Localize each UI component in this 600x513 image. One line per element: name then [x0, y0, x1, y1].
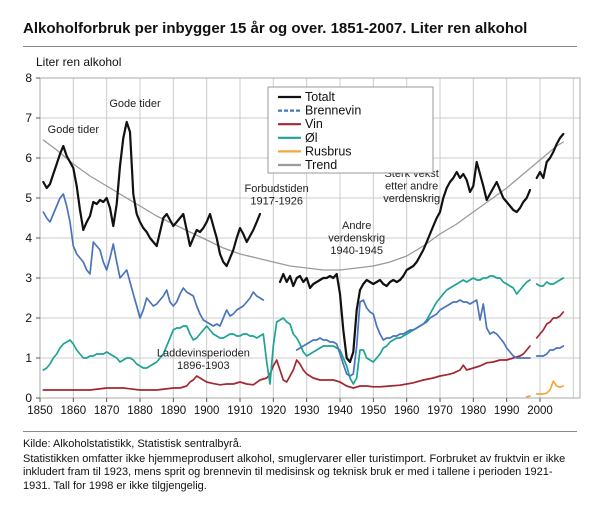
y-tick-label: 3 [25, 271, 32, 285]
series-line-trend [42, 139, 564, 271]
x-tick-label: 1960 [394, 405, 420, 417]
legend-label-trend: Trend [305, 158, 337, 172]
chart-annotation: etter andre [385, 181, 438, 193]
footnote: Statistikken omfatter ikke hjemmeproduse… [23, 452, 566, 492]
series-line-øl [42, 275, 565, 385]
y-tick-label: 0 [25, 391, 32, 405]
chart-footer: Kilde: Alkoholstatistikk, Statistisk sen… [23, 431, 577, 493]
legend-box [267, 86, 434, 174]
chart-annotation: Gode tider [109, 98, 161, 110]
x-tick-label: 1910 [227, 405, 253, 417]
x-tick-label: 2000 [527, 405, 553, 417]
chart-annotation: verdenskrig [383, 193, 440, 205]
legend-label-brennevin: Brennevin [305, 104, 361, 118]
source-line: Kilde: Alkoholstatistikk, Statistisk sen… [23, 438, 242, 450]
chart-annotation: 1917-1926 [250, 196, 303, 208]
series-line-vin [42, 311, 565, 391]
x-tick-label: 1940 [327, 405, 353, 417]
chart-annotation: 1940-1945 [330, 245, 383, 257]
x-tick-label: 1880 [127, 405, 153, 417]
y-axis-unit-label: Liter ren alkohol [36, 55, 122, 69]
y-tick-label: 6 [25, 151, 32, 165]
series-line-rusbrus [525, 380, 565, 398]
x-tick-label: 1890 [161, 405, 187, 417]
series-line-totalt [42, 120, 565, 364]
y-tick-label: 1 [25, 351, 32, 365]
chart-annotation: Forbudstiden [245, 183, 309, 195]
legend-label-øl: Øl [305, 131, 318, 145]
y-tick-label: 7 [25, 111, 32, 125]
x-tick-label: 1860 [61, 405, 87, 417]
x-tick-label: 1990 [494, 405, 520, 417]
x-tick-label: 1900 [194, 405, 220, 417]
x-tick-label: 1930 [294, 405, 320, 417]
series-line-brennevin [42, 193, 565, 377]
chart-annotation: 1896-1903 [177, 360, 230, 372]
legend-label-totalt: Totalt [305, 90, 335, 104]
x-tick-label: 1920 [261, 405, 287, 417]
chart-annotation: Gode tider [48, 124, 100, 136]
x-tick-label: 1970 [427, 405, 453, 417]
page-title: Alkoholforbruk per inbygger 15 år og ove… [23, 20, 577, 47]
legend-label-rusbrus: Rusbrus [305, 144, 352, 158]
x-tick-label: 1950 [361, 405, 387, 417]
x-tick-label: 1870 [94, 405, 120, 417]
y-tick-label: 2 [25, 311, 32, 325]
chart-annotation: Andre [342, 220, 371, 232]
y-tick-label: 8 [25, 71, 32, 85]
legend-label-vin: Vin [305, 117, 323, 131]
y-tick-label: 5 [25, 191, 32, 205]
y-tick-label: 4 [25, 231, 32, 245]
x-tick-label: 1850 [27, 405, 53, 417]
chart-annotation: Laddevinsperioden [157, 347, 250, 359]
chart-annotation: verdenskrig [328, 233, 385, 245]
x-tick-label: 1980 [461, 405, 487, 417]
